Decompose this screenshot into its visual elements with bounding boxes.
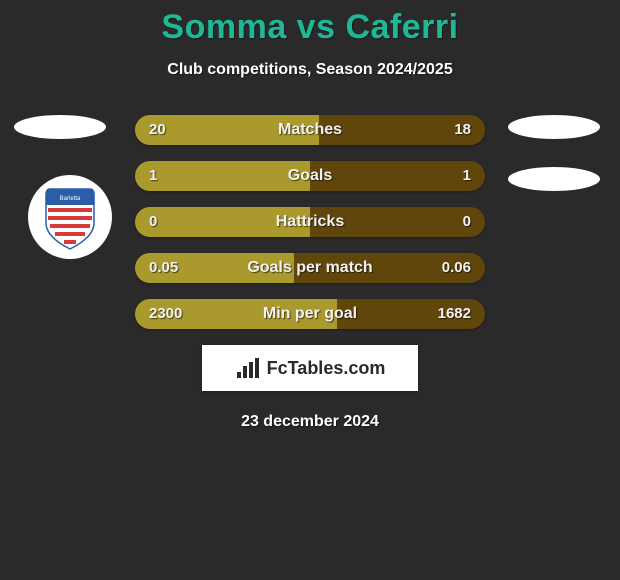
date-text: 23 december 2024 [0, 413, 620, 431]
stat-row-goals: 1 Goals 1 [135, 161, 485, 191]
stat-label: Matches [135, 115, 485, 145]
svg-text:Barletta: Barletta [60, 196, 81, 202]
stats-area: Barletta 20 [0, 115, 620, 431]
stat-value-right: 1682 [438, 299, 471, 329]
stat-row-gpm: 0.05 Goals per match 0.06 [135, 253, 485, 283]
stat-value-right: 1 [463, 161, 471, 191]
club-badge-left: Barletta [28, 175, 112, 259]
logo-box: FcTables.com [202, 345, 418, 391]
avatar-placeholder-right-2 [508, 167, 600, 191]
infographic-container: Somma vs Caferri Club competitions, Seas… [0, 0, 620, 580]
stat-label: Goals [135, 161, 485, 191]
subtitle: Club competitions, Season 2024/2025 [0, 61, 620, 79]
avatar-placeholder-right-1 [508, 115, 600, 139]
stat-value-right: 18 [454, 115, 471, 145]
stat-value-right: 0.06 [442, 253, 471, 283]
avatar-placeholder-left [14, 115, 106, 139]
stat-row-hattricks: 0 Hattricks 0 [135, 207, 485, 237]
bars-icon [235, 356, 261, 380]
stat-row-matches: 20 Matches 18 [135, 115, 485, 145]
stat-value-right: 0 [463, 207, 471, 237]
stat-row-mpg: 2300 Min per goal 1682 [135, 299, 485, 329]
stat-label: Goals per match [135, 253, 485, 283]
logo-text: FcTables.com [267, 358, 386, 379]
stat-label: Hattricks [135, 207, 485, 237]
page-title: Somma vs Caferri [0, 0, 620, 47]
stat-label: Min per goal [135, 299, 485, 329]
stat-rows: 20 Matches 18 1 Goals 1 0 Hattricks 0 [135, 115, 485, 329]
